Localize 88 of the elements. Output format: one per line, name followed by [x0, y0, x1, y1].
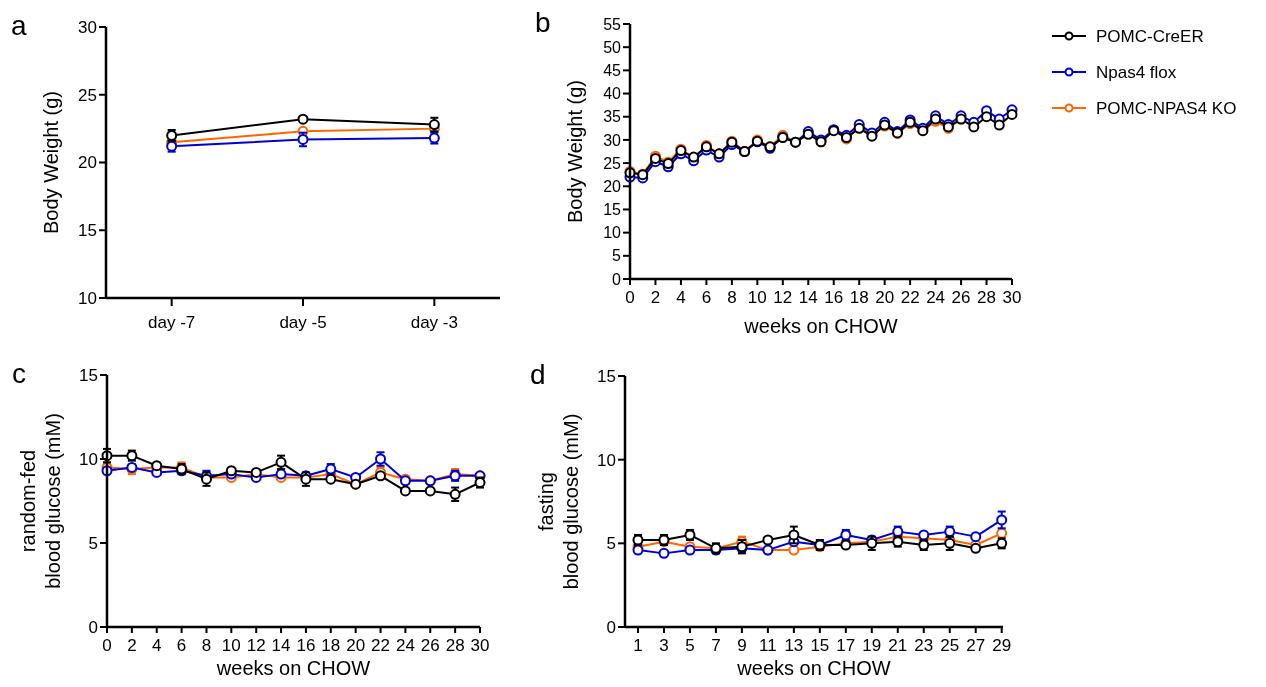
y-tick-label: 10 — [603, 224, 622, 242]
x-tick-label: 17 — [836, 636, 856, 655]
legend-label: Npas4 flox — [1096, 62, 1177, 82]
y-tick-label: 20 — [603, 177, 622, 195]
x-axis-title: weeks on CHOW — [736, 657, 891, 679]
x-tick-label: day -7 — [148, 313, 196, 332]
x-axis-title: weeks on CHOW — [743, 315, 898, 337]
y-axis-title: fasting blood glucose (mM) — [535, 413, 582, 590]
y-tick-label: 15 — [597, 366, 616, 386]
x-tick-label: 4 — [676, 288, 686, 307]
y-tick-label: 5 — [612, 247, 622, 265]
y-tick-label: 30 — [78, 17, 97, 37]
x-tick-label: day -3 — [410, 313, 458, 332]
x-tick-label: 6 — [701, 288, 712, 307]
x-tick-label: 2 — [650, 288, 661, 307]
y-tick-label: 15 — [79, 365, 98, 385]
x-tick-label: 18 — [849, 288, 869, 307]
chart-title: d — [530, 359, 546, 390]
y-tick-label: 35 — [603, 108, 622, 126]
x-tick-label: 27 — [966, 636, 986, 655]
x-tick-label: 6 — [176, 636, 187, 655]
x-tick-label: 28 — [445, 636, 465, 655]
x-tick-label: 20 — [346, 636, 366, 655]
y-tick-label: 40 — [603, 85, 622, 103]
x-tick-label: 10 — [747, 288, 767, 307]
y-tick-label: 0 — [606, 617, 616, 637]
y-axis-title: Body Weight (g) — [40, 90, 62, 235]
y-tick-label: 30 — [603, 131, 622, 149]
x-tick-label: 24 — [926, 288, 946, 307]
y-tick-label: 0 — [88, 617, 98, 637]
x-tick-label: 30 — [1002, 288, 1022, 307]
x-tick-label: 28 — [977, 288, 996, 307]
y-tick-label: 45 — [603, 61, 622, 79]
x-tick-label: 1 — [633, 636, 643, 655]
x-tick-label: 29 — [992, 636, 1012, 655]
x-axis-title: weeks on CHOW — [215, 657, 371, 679]
x-tick-label: 12 — [246, 636, 266, 655]
y-tick-label: 20 — [78, 153, 97, 173]
x-tick-label: 13 — [784, 636, 804, 655]
chart-title: b — [535, 7, 551, 38]
y-tick-label: 25 — [78, 85, 97, 105]
x-tick-label: 26 — [420, 636, 440, 655]
chart-title: c — [12, 358, 26, 389]
x-tick-label: 30 — [470, 636, 490, 655]
legend-label: POMC-NPAS4 KO — [1096, 98, 1237, 118]
x-tick-label: 0 — [625, 288, 635, 307]
x-tick-label: 25 — [940, 636, 960, 655]
y-tick-label: 10 — [597, 450, 616, 470]
x-tick-label: 8 — [727, 288, 737, 307]
y-tick-label: 15 — [603, 201, 622, 219]
y-axis-title: random-fed blood glucose (mM) — [17, 413, 64, 589]
x-tick-label: 2 — [127, 636, 137, 655]
x-tick-label: 12 — [773, 288, 793, 307]
y-tick-label: 10 — [79, 449, 98, 469]
x-tick-label: 0 — [102, 636, 112, 655]
x-tick-label: 14 — [798, 288, 818, 307]
x-tick-label: 15 — [810, 636, 830, 655]
x-tick-label: 18 — [321, 636, 341, 655]
x-tick-label: 8 — [201, 636, 212, 655]
legend-label: POMC-CreER — [1096, 26, 1204, 46]
x-tick-label: 22 — [371, 636, 390, 655]
y-tick-label: 15 — [78, 221, 97, 241]
y-tick-label: 5 — [88, 533, 98, 553]
x-tick-label: day -5 — [279, 313, 327, 332]
x-tick-label: 11 — [759, 636, 777, 655]
x-tick-label: 14 — [271, 636, 291, 655]
x-tick-label: 20 — [875, 288, 895, 307]
x-tick-label: 26 — [951, 288, 971, 307]
x-tick-label: 16 — [296, 636, 316, 655]
x-tick-label: 10 — [221, 636, 241, 655]
x-tick-label: 19 — [862, 636, 882, 655]
y-tick-label: 25 — [603, 154, 622, 172]
x-tick-label: 21 — [888, 636, 908, 655]
x-tick-label: 23 — [914, 636, 934, 655]
x-tick-label: 5 — [685, 636, 695, 655]
y-tick-label: 50 — [603, 38, 622, 56]
x-tick-label: 24 — [395, 636, 415, 655]
x-tick-label: 4 — [152, 636, 162, 655]
y-tick-label: 55 — [603, 15, 622, 33]
y-tick-label: 0 — [612, 270, 622, 288]
x-tick-label: 22 — [900, 288, 920, 307]
x-tick-label: 9 — [737, 636, 747, 655]
y-axis-title: Body Weight (g) — [564, 79, 586, 224]
x-tick-label: 7 — [711, 636, 721, 655]
chart-title: a — [11, 10, 27, 41]
x-tick-label: 3 — [659, 636, 669, 655]
x-tick-label: 16 — [824, 288, 844, 307]
y-tick-label: 5 — [606, 534, 616, 554]
